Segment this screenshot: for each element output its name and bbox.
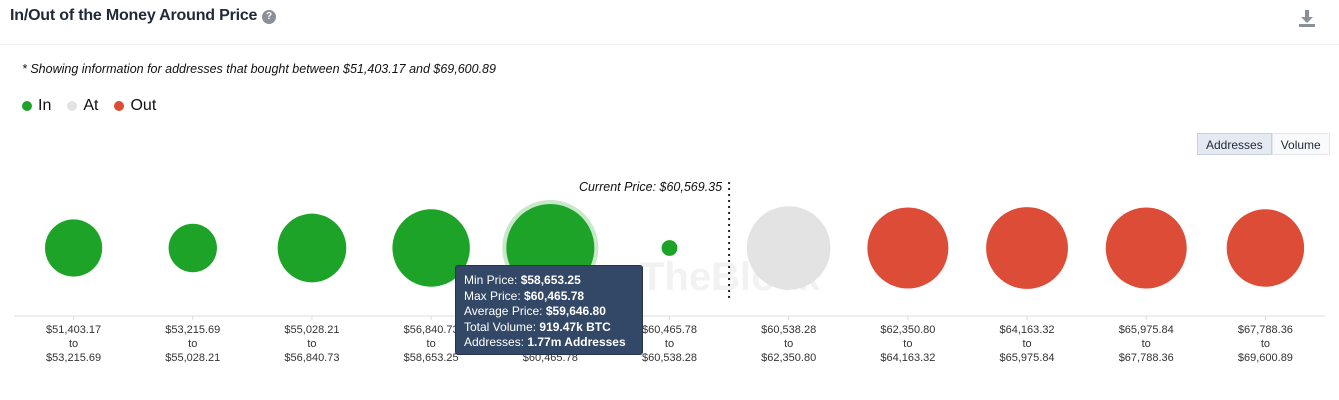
tick-connector: to: [307, 338, 316, 350]
bin-tooltip: Min Price: $58,653.25 Max Price: $60,465…: [455, 265, 643, 355]
tick-label: $60,538.28: [642, 352, 697, 364]
bubble-10: [1105, 207, 1187, 289]
tick-label: $56,840.73: [404, 324, 459, 336]
bubble-6: [661, 240, 678, 256]
tick-connector: to: [427, 338, 436, 350]
tick-connector: to: [188, 338, 197, 350]
tick-label: $53,215.69: [46, 352, 101, 364]
bubble-3: [277, 213, 347, 283]
tick-connector: to: [1142, 338, 1151, 350]
tick-label: $67,788.36: [1238, 324, 1293, 336]
bubble-8: [867, 207, 949, 289]
chart-title: In/Out of the Money Around Price: [10, 7, 258, 24]
bubble-9: [986, 207, 1068, 289]
tooltip-min: Min Price: $58,653.25: [464, 273, 581, 287]
legend-dot-out: [114, 101, 125, 111]
metric-toggle: Addresses Volume: [1197, 133, 1330, 155]
tooltip-volume: Total Volume: 919.47k BTC: [464, 319, 611, 334]
legend-label-in: In: [38, 97, 52, 114]
bubble-4: [392, 209, 470, 287]
legend-label-at: At: [83, 97, 99, 114]
tick-label: $67,788.36: [1119, 352, 1174, 364]
tick-label: $58,653.25: [404, 352, 459, 364]
bubble-11: [1226, 209, 1305, 287]
filter-note: * Showing information for addresses that…: [22, 62, 496, 76]
addresses-button[interactable]: Addresses: [1197, 133, 1272, 155]
legend-item-out[interactable]: Out: [114, 97, 156, 115]
tick-label: $55,028.21: [165, 352, 220, 364]
tick-connector: to: [665, 338, 674, 350]
tick-connector: to: [1261, 338, 1270, 350]
bubble-7: [746, 206, 831, 290]
tooltip-max: Max Price: $60,465.78: [464, 288, 585, 303]
tick-label: $51,403.17: [46, 324, 101, 336]
tick-label: $69,600.89: [1238, 352, 1293, 364]
legend-item-at[interactable]: At: [67, 97, 98, 115]
tick-connector: to: [69, 338, 78, 350]
tick-label: $60,465.78: [523, 352, 578, 364]
tick-label: $65,975.84: [1000, 352, 1055, 364]
tick-label: $55,028.21: [284, 324, 339, 336]
tick-label: $56,840.73: [284, 352, 339, 364]
tick-label: $53,215.69: [165, 324, 220, 336]
tick-connector: to: [903, 338, 912, 350]
tooltip-avg: Average Price: $59,646.80: [464, 304, 606, 318]
tick-label: $65,975.84: [1119, 324, 1174, 336]
tick-label: $62,350.80: [880, 324, 935, 336]
tick-label: $64,163.32: [1000, 324, 1055, 336]
tooltip-addresses: Addresses: 1.77m Addresses: [464, 335, 626, 349]
chart-header: In/Out of the Money Around Price ?: [0, 0, 1339, 45]
current-price-label: Current Price: $60,569.35: [579, 180, 722, 194]
legend-dot-in: [22, 101, 32, 111]
tick-label: $64,163.32: [880, 352, 935, 364]
legend-dot-at: [67, 101, 78, 111]
question-circle-icon[interactable]: ?: [262, 10, 276, 24]
legend-label-out: Out: [130, 97, 157, 114]
tick-label: $62,350.80: [761, 352, 816, 364]
bubble-1: [44, 219, 103, 277]
download-icon[interactable]: [1296, 7, 1318, 29]
bubble-2: [168, 223, 217, 273]
legend-item-in[interactable]: In: [22, 97, 51, 115]
tick-connector: to: [1022, 338, 1031, 350]
tick-label: $60,538.28: [761, 324, 816, 336]
legend: In At Out: [22, 97, 172, 115]
tick-connector: to: [784, 338, 793, 350]
volume-button[interactable]: Volume: [1271, 133, 1330, 155]
tick-label: $60,465.78: [642, 324, 697, 336]
